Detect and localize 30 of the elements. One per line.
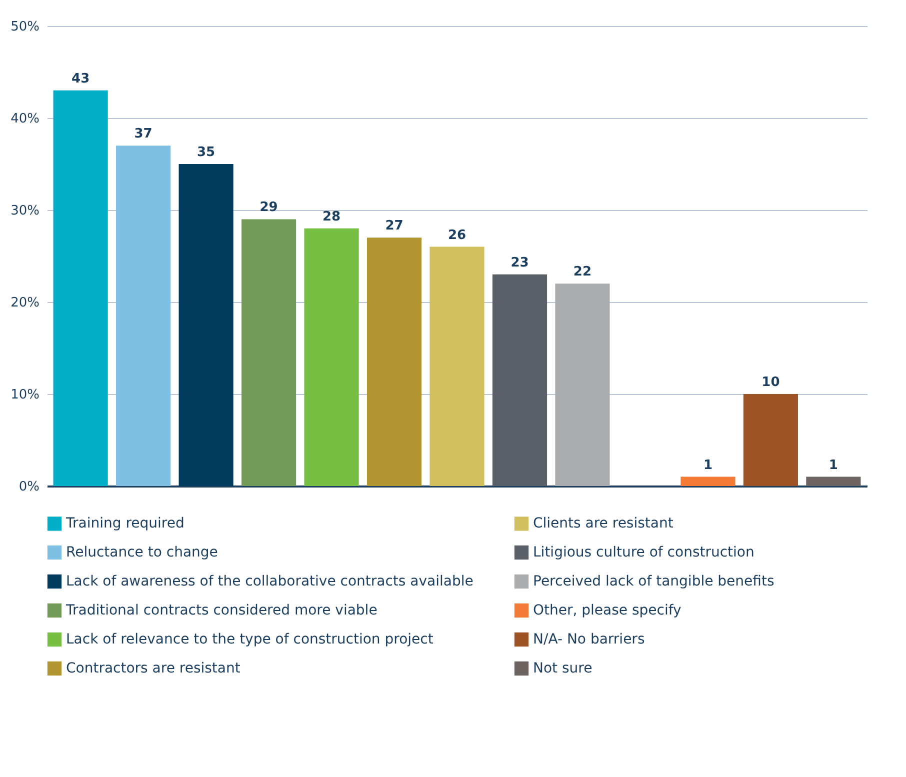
legend-label: Lack of awareness of the collaborative contracts available: [66, 574, 474, 590]
legend-label: Training required: [65, 516, 184, 532]
legend-label: Not sure: [533, 660, 592, 676]
legend-label: Reluctance to change: [66, 544, 218, 560]
data-label: 1: [828, 458, 838, 473]
y-tick-label: 40%: [10, 112, 40, 126]
legend-label: Contractors are resistant: [66, 660, 241, 676]
y-tick-label: 20%: [10, 296, 40, 310]
data-label: 27: [385, 218, 404, 234]
y-tick-label: 50%: [10, 20, 40, 34]
legend-label: Traditional contracts considered more viable: [65, 602, 378, 618]
data-label: 10: [762, 375, 780, 390]
data-label: 37: [134, 126, 152, 142]
legend-label: Lack of relevance to the type of construction project: [66, 632, 434, 648]
legend-label: Other, please specify: [533, 602, 682, 618]
legend-label: Litigious culture of construction: [533, 544, 754, 560]
data-label: 1: [703, 458, 712, 473]
data-label: 29: [260, 200, 278, 216]
data-label: 22: [573, 264, 592, 280]
data-label: 43: [72, 71, 90, 86]
data-label: 28: [322, 209, 341, 224]
data-label: 23: [510, 255, 529, 270]
legend-label: Clients are resistant: [533, 516, 674, 532]
data-label: 35: [196, 145, 216, 160]
legend-label: Perceived lack of tangible benefits: [533, 574, 774, 590]
y-tick-label: 0%: [18, 480, 40, 494]
data-label: 26: [448, 228, 466, 243]
y-tick-label: 30%: [10, 204, 40, 218]
y-tick-label: 10%: [10, 388, 40, 402]
legend-label: N/A- No barriers: [533, 632, 645, 648]
